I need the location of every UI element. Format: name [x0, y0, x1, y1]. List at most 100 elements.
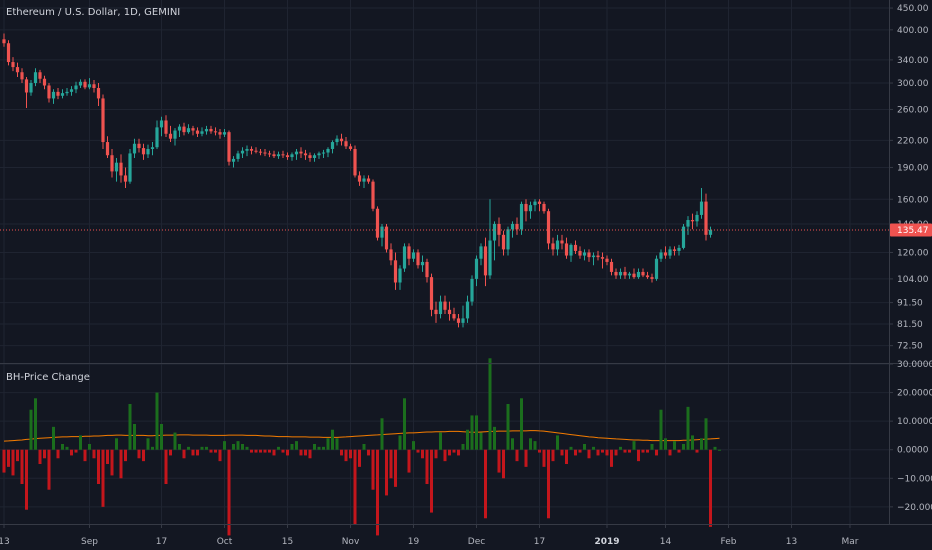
price-tick-label: 260.00 [897, 105, 929, 115]
candle-body [182, 126, 186, 133]
histogram-bar [286, 449, 289, 456]
candle-body [708, 230, 713, 235]
candle-body [101, 98, 105, 143]
histogram-bar [421, 449, 424, 459]
histogram-bar [245, 446, 249, 450]
histogram-bar [322, 446, 325, 450]
candle-body [569, 244, 573, 256]
histogram-bar [641, 449, 645, 453]
histogram-bar [682, 444, 685, 450]
candle-body [231, 158, 236, 162]
candle-body [110, 155, 114, 172]
histogram-bar [443, 449, 447, 462]
candle-body [204, 128, 209, 132]
candle-body [681, 226, 686, 248]
candle-body [56, 91, 60, 96]
candle-body [303, 153, 308, 156]
candle-body [402, 246, 407, 269]
histogram-bar [182, 449, 186, 459]
candle-body [308, 155, 312, 158]
candle-body [654, 258, 659, 279]
candle-body [465, 301, 470, 319]
candle-body [258, 151, 263, 153]
candle-body [339, 138, 344, 142]
candle-body [15, 67, 20, 73]
time-axis[interactable]: 13 Sep 17 Oct 15 Nov 19 Dec 17 2019 14 Feb 13 Mar [0, 524, 859, 547]
histogram-bar [389, 449, 393, 479]
candle-body [456, 318, 461, 323]
histogram-bar [133, 424, 136, 450]
histogram-bar [268, 449, 271, 453]
candle-body [389, 249, 393, 261]
candle-body [245, 148, 249, 151]
histogram-bar [533, 441, 537, 450]
histogram-bar [277, 446, 280, 450]
candle-body [564, 243, 569, 256]
candle-body [74, 85, 78, 90]
histogram-bar [700, 438, 703, 450]
candle-body [209, 128, 213, 132]
candle-body [659, 252, 663, 259]
oscillator-tick-label: −10.0000 [897, 474, 932, 484]
candle-body [447, 309, 452, 315]
candlestick-layer [2, 33, 713, 328]
candle-body [150, 147, 155, 149]
time-tick-label: 13 [0, 537, 10, 547]
histogram-bar [308, 449, 312, 459]
histogram-bar [232, 444, 235, 450]
histogram-bar [695, 449, 699, 453]
histogram-bar [376, 449, 379, 536]
histogram-layer [2, 358, 721, 536]
candle-body [551, 243, 555, 250]
histogram-bar [38, 449, 42, 464]
candle-body [686, 220, 690, 227]
histogram-bar [547, 449, 550, 519]
histogram-bar [425, 449, 429, 484]
oscillator-tick-label: 10.0000 [897, 417, 932, 427]
histogram-bar [263, 449, 267, 453]
histogram-bar [479, 432, 483, 450]
candle-body [299, 151, 303, 154]
candle-body [398, 268, 402, 283]
histogram-bar [515, 449, 519, 462]
candle-body [699, 201, 704, 215]
histogram-bar [74, 449, 78, 453]
candle-body [267, 153, 272, 155]
histogram-bar [160, 424, 163, 450]
candle-body [452, 314, 456, 319]
candle-body [240, 150, 245, 154]
candle-body [515, 223, 519, 230]
candle-body [195, 130, 200, 134]
histogram-bar [259, 449, 262, 453]
candle-body [69, 89, 74, 92]
histogram-bar [65, 446, 69, 450]
histogram-bar [704, 418, 708, 450]
candle-body [375, 208, 380, 238]
candle-body [249, 148, 254, 151]
time-tick-label: 19 [408, 537, 420, 547]
candle-body [690, 220, 695, 222]
oscillator-axis[interactable]: 30.0000 20.0000 10.0000 0.0000 −10.0000 −20.0… [889, 360, 932, 513]
candle-body [33, 72, 38, 84]
candle-body [501, 234, 506, 250]
histogram-bar [403, 398, 406, 450]
candle-body [704, 201, 708, 235]
histogram-bar [371, 449, 375, 490]
time-tick-label: Mar [842, 537, 859, 547]
histogram-bar [565, 449, 568, 464]
time-tick-label: 2019 [594, 537, 619, 547]
histogram-bar [164, 449, 168, 484]
histogram-bar [560, 449, 564, 456]
histogram-bar [196, 449, 199, 456]
histogram-bar [146, 438, 150, 450]
histogram-bar [407, 449, 411, 473]
time-tick-label: 15 [282, 537, 293, 547]
price-axis[interactable]: 450.00 400.00 340.00 300.00 260.00 220.00 190.… [889, 4, 929, 352]
histogram-bar [628, 449, 631, 453]
candle-body [380, 226, 384, 238]
histogram-bar [25, 449, 28, 510]
histogram-bar [578, 449, 582, 453]
histogram-bar [718, 449, 721, 451]
candle-body [672, 249, 677, 251]
